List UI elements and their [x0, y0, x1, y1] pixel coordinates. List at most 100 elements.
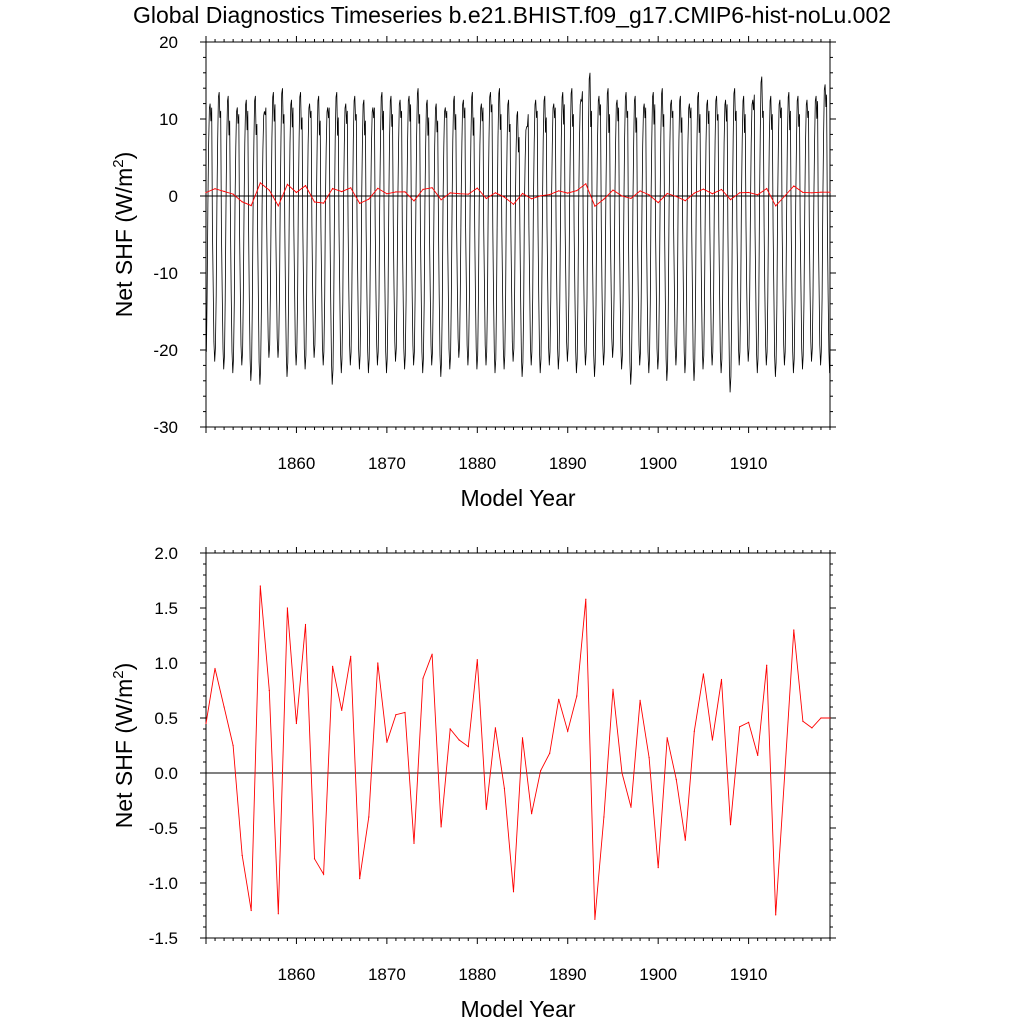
- bottom-annual-point: [332, 665, 334, 667]
- bottom-annual-point: [313, 858, 316, 860]
- bottom-annual-point: [431, 653, 433, 655]
- bottom-plot-frame: [205, 552, 831, 939]
- bottom-ytick-label: 1.5: [154, 599, 178, 618]
- top-annual-point: [377, 187, 379, 189]
- bottom-annual-point: [648, 757, 650, 759]
- top-yaxis-label: Net SHF (W/m2): [110, 152, 137, 318]
- top-annual-point: [784, 195, 786, 197]
- top-annual-point: [558, 190, 560, 192]
- top-annual-point: [485, 197, 487, 200]
- top-annual-point: [440, 199, 442, 201]
- top-annual-point: [729, 199, 732, 201]
- chart-top-shf-timeseries: -30 -20 -10 0 10 20 1860 1870 1880 1890 1900 1910 Mo…: [110, 33, 836, 511]
- bottom-annual-point: [503, 787, 505, 790]
- bottom-annual-point: [286, 607, 288, 609]
- bottom-annual-point: [449, 728, 451, 730]
- bottom-annual-point: [395, 714, 397, 716]
- top-xaxis-label: Model Year: [460, 485, 575, 511]
- bottom-annual-point: [413, 842, 415, 845]
- top-annual-point: [820, 191, 822, 193]
- top-annual-point: [748, 191, 750, 194]
- top-annual-point: [205, 191, 207, 194]
- bottom-annual-point: [621, 772, 623, 774]
- top-annual-point: [666, 192, 668, 195]
- bottom-annual-point: [666, 737, 668, 739]
- bottom-annual-point: [757, 754, 759, 757]
- bottom-annual-point: [223, 706, 225, 708]
- top-annual-point: [802, 191, 804, 193]
- top-annual-point: [793, 185, 795, 187]
- bottom-annual-point: [214, 667, 216, 670]
- top-annual-point: [540, 195, 542, 197]
- top-annual-point: [693, 192, 695, 194]
- top-ytick-label: -10: [153, 264, 178, 283]
- bottom-annual-point: [205, 722, 207, 725]
- top-annual-point: [675, 195, 677, 198]
- bottom-xtick-label: 1890: [549, 965, 587, 984]
- bottom-annual-point: [748, 721, 750, 724]
- bottom-annual-point: [404, 711, 406, 714]
- bottom-ytick-label: 0.5: [154, 709, 178, 728]
- top-annual-point: [521, 192, 524, 195]
- top-annual-point: [259, 182, 261, 184]
- bottom-ytick-label: 2.0: [154, 544, 178, 563]
- bottom-annual-point: [639, 699, 641, 702]
- top-annual-point: [223, 190, 225, 192]
- top-annual-point: [612, 189, 614, 191]
- bottom-annual-point: [232, 744, 234, 747]
- bottom-annual-point: [440, 826, 442, 828]
- bottom-yaxis-label: Net SHF (W/m2): [110, 663, 137, 829]
- top-annual-point: [720, 188, 723, 191]
- bottom-xtick-label: 1880: [458, 965, 496, 984]
- bottom-annual-point: [829, 717, 831, 719]
- top-annual-point: [350, 187, 352, 189]
- bottom-annual-point: [467, 746, 469, 748]
- top-monthly-series-line: [206, 72, 830, 393]
- top-annual-point: [702, 188, 705, 190]
- bottom-xaxis-label: Model Year: [460, 996, 575, 1022]
- bottom-annual-point: [675, 779, 677, 781]
- top-ytick-label: -30: [153, 418, 178, 437]
- bottom-annual-point: [729, 824, 732, 826]
- bottom-annual-point: [521, 737, 524, 739]
- top-annual-point: [684, 200, 686, 202]
- bottom-annual-point: [630, 806, 632, 808]
- top-ytick-label: 10: [159, 110, 178, 129]
- bottom-annual-point: [567, 730, 569, 732]
- bottom-annual-point: [603, 816, 605, 818]
- bottom-annual-point: [540, 770, 542, 772]
- top-annual-point: [268, 189, 270, 191]
- top-annual-point: [467, 193, 469, 195]
- bottom-annual-point: [531, 813, 533, 815]
- bottom-annual-point: [657, 867, 659, 869]
- bottom-annual-point: [422, 677, 424, 680]
- top-annual-point: [503, 196, 505, 198]
- bottom-annual-point: [350, 655, 352, 658]
- bottom-xtick-label: 1870: [368, 965, 406, 984]
- bottom-annual-point: [766, 664, 768, 666]
- bottom-annual-point: [739, 726, 741, 728]
- bottom-annual-point: [250, 909, 252, 912]
- bottom-annual-point: [476, 659, 478, 661]
- top-annual-point: [648, 194, 650, 196]
- top-annual-point: [214, 188, 216, 190]
- bottom-annual-point: [259, 585, 261, 587]
- top-annual-point: [404, 191, 406, 193]
- chart-bottom-annual-mean: -1.5 -1.0 -0.5 0.0 0.5 1.0 1.5 2.0 1860 1870 1880 1…: [110, 544, 836, 1022]
- bottom-annual-point: [295, 722, 297, 725]
- bottom-ytick-label: -0.5: [149, 819, 178, 838]
- bottom-annual-point: [594, 918, 596, 920]
- top-annual-point: [512, 203, 515, 205]
- top-annual-point: [585, 183, 587, 185]
- top-annual-point: [458, 193, 460, 195]
- top-annual-point: [341, 191, 343, 193]
- top-annual-point: [241, 201, 243, 203]
- bottom-annual-point: [549, 752, 551, 754]
- top-annual-point: [395, 191, 397, 193]
- top-xtick-label: 1900: [639, 454, 677, 473]
- top-annual-point: [739, 192, 741, 194]
- bottom-annual-point: [693, 730, 695, 732]
- top-annual-point: [766, 187, 768, 190]
- bottom-annual-point: [793, 629, 795, 631]
